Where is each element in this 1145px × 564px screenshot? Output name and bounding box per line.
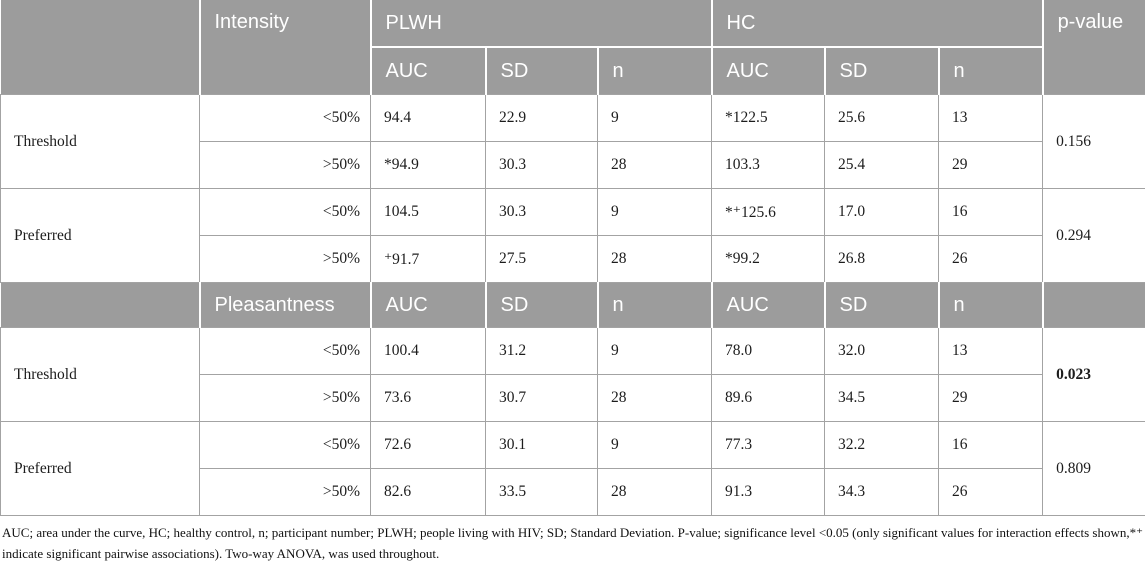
hc-n-cell: 13	[939, 328, 1043, 375]
midheader-empty-cell	[1, 283, 200, 328]
hc-auc-cell: 91.3	[712, 469, 825, 516]
hc-n-cell: 29	[939, 375, 1043, 422]
plwh-n-cell: 9	[598, 95, 712, 142]
plwh-auc-cell: 73.6	[371, 375, 486, 422]
header-hc-n: n	[939, 47, 1043, 95]
hc-auc-cell: *⁺125.6	[712, 189, 825, 236]
hc-n-cell: 26	[939, 469, 1043, 516]
midheader-empty-pvalue-cell	[1043, 283, 1145, 328]
header-plwh-sd: SD	[486, 47, 598, 95]
header-group-plwh: PLWH	[371, 0, 712, 47]
midheader-plwh-n: n	[598, 283, 712, 328]
header-pvalue: p-value	[1043, 0, 1145, 95]
range-cell: >50%	[200, 375, 371, 422]
plwh-n-cell: 9	[598, 328, 712, 375]
plwh-auc-cell: ⁺91.7	[371, 236, 486, 283]
range-cell: <50%	[200, 95, 371, 142]
midheader-plwh-sd: SD	[486, 283, 598, 328]
plwh-n-cell: 28	[598, 142, 712, 189]
hc-sd-cell: 25.6	[825, 95, 939, 142]
plwh-sd-cell: 27.5	[486, 236, 598, 283]
plwh-sd-cell: 31.2	[486, 328, 598, 375]
hc-n-cell: 16	[939, 422, 1043, 469]
plwh-n-cell: 9	[598, 422, 712, 469]
plwh-sd-cell: 30.1	[486, 422, 598, 469]
table-footnote: AUC; area under the curve, HC; healthy c…	[0, 516, 1145, 564]
hc-sd-cell: 26.8	[825, 236, 939, 283]
hc-sd-cell: 34.5	[825, 375, 939, 422]
midheader-hc-auc: AUC	[712, 283, 825, 328]
range-cell: >50%	[200, 236, 371, 283]
hc-auc-cell: 89.6	[712, 375, 825, 422]
hc-sd-cell: 32.0	[825, 328, 939, 375]
anova-results-table: Intensity PLWH HC p-value AUC SD n AUC S…	[0, 0, 1145, 516]
pvalue-cell: 0.156	[1043, 95, 1145, 189]
plwh-sd-cell: 22.9	[486, 95, 598, 142]
plwh-n-cell: 28	[598, 236, 712, 283]
plwh-n-cell: 9	[598, 189, 712, 236]
hc-auc-cell: 78.0	[712, 328, 825, 375]
range-cell: <50%	[200, 422, 371, 469]
row-label-threshold: Threshold	[1, 328, 200, 422]
plwh-auc-cell: 94.4	[371, 95, 486, 142]
header-group-hc: HC	[712, 0, 1043, 47]
range-cell: >50%	[200, 469, 371, 516]
header-empty-cell	[1, 0, 200, 95]
header-hc-auc: AUC	[712, 47, 825, 95]
range-cell: <50%	[200, 189, 371, 236]
plwh-n-cell: 28	[598, 469, 712, 516]
hc-sd-cell: 34.3	[825, 469, 939, 516]
row-label-threshold: Threshold	[1, 95, 200, 189]
hc-sd-cell: 25.4	[825, 142, 939, 189]
midheader-pleasantness: Pleasantness	[200, 283, 371, 328]
midheader-plwh-auc: AUC	[371, 283, 486, 328]
header-intensity: Intensity	[200, 0, 371, 95]
hc-sd-cell: 17.0	[825, 189, 939, 236]
midheader-hc-sd: SD	[825, 283, 939, 328]
table-row: Preferred <50% 72.6 30.1 9 77.3 32.2 16 …	[1, 422, 1145, 469]
plwh-sd-cell: 30.3	[486, 142, 598, 189]
plwh-n-cell: 28	[598, 375, 712, 422]
plwh-auc-cell: 72.6	[371, 422, 486, 469]
midheader-hc-n: n	[939, 283, 1043, 328]
header-hc-sd: SD	[825, 47, 939, 95]
header-plwh-n: n	[598, 47, 712, 95]
plwh-sd-cell: 33.5	[486, 469, 598, 516]
row-label-preferred: Preferred	[1, 422, 200, 516]
pvalue-cell: 0.294	[1043, 189, 1145, 283]
hc-auc-cell: *99.2	[712, 236, 825, 283]
table-row: Threshold <50% 100.4 31.2 9 78.0 32.0 13…	[1, 328, 1145, 375]
hc-n-cell: 13	[939, 95, 1043, 142]
table-row: Preferred <50% 104.5 30.3 9 *⁺125.6 17.0…	[1, 189, 1145, 236]
plwh-sd-cell: 30.7	[486, 375, 598, 422]
pvalue-cell-significant: 0.023	[1043, 328, 1145, 422]
table-row: Threshold <50% 94.4 22.9 9 *122.5 25.6 1…	[1, 95, 1145, 142]
hc-n-cell: 29	[939, 142, 1043, 189]
hc-auc-cell: *122.5	[712, 95, 825, 142]
range-cell: >50%	[200, 142, 371, 189]
row-label-preferred: Preferred	[1, 189, 200, 283]
pvalue-cell: 0.809	[1043, 422, 1145, 516]
plwh-auc-cell: *94.9	[371, 142, 486, 189]
hc-sd-cell: 32.2	[825, 422, 939, 469]
hc-n-cell: 16	[939, 189, 1043, 236]
plwh-auc-cell: 104.5	[371, 189, 486, 236]
plwh-auc-cell: 82.6	[371, 469, 486, 516]
pleasantness-header-row: Pleasantness AUC SD n AUC SD n	[1, 283, 1145, 328]
range-cell: <50%	[200, 328, 371, 375]
hc-auc-cell: 77.3	[712, 422, 825, 469]
plwh-sd-cell: 30.3	[486, 189, 598, 236]
plwh-auc-cell: 100.4	[371, 328, 486, 375]
hc-n-cell: 26	[939, 236, 1043, 283]
hc-auc-cell: 103.3	[712, 142, 825, 189]
header-plwh-auc: AUC	[371, 47, 486, 95]
